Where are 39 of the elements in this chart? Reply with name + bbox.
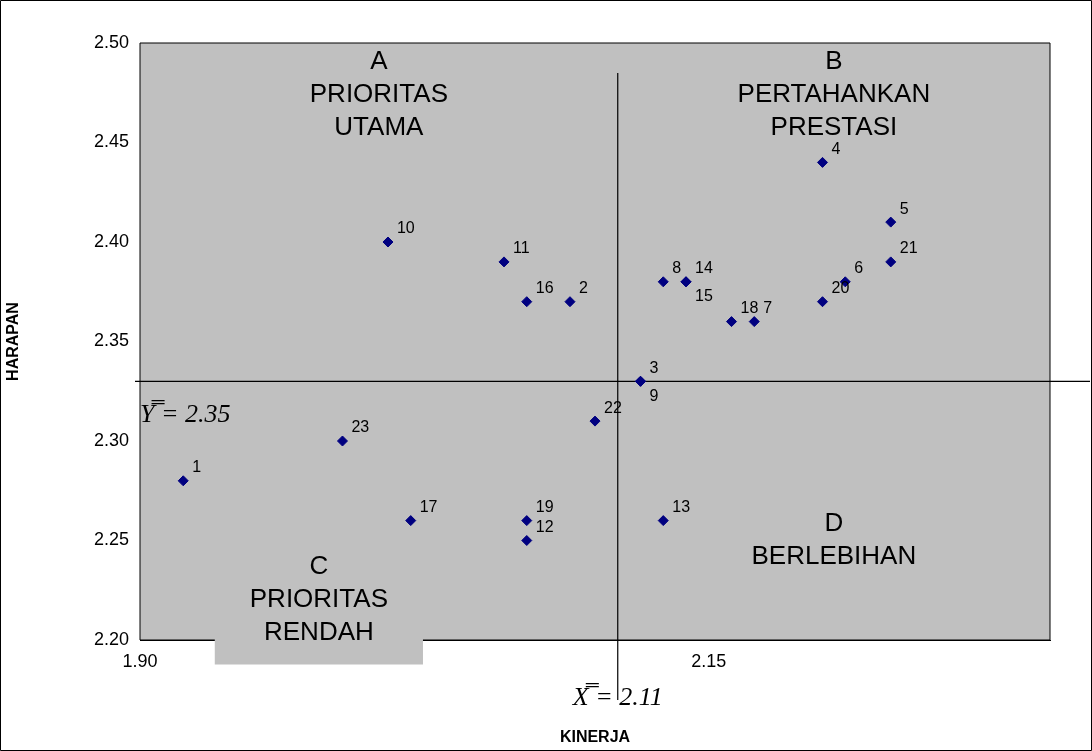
annotation: 3: [649, 358, 659, 376]
annotation: 6: [854, 259, 864, 277]
annotation: 7: [763, 299, 773, 317]
annotation: B PERTAHANKAN PRESTASI: [737, 45, 931, 142]
annotation: 5: [899, 199, 909, 217]
annotation: 15: [695, 287, 713, 305]
y-tick-label: 2.20: [93, 628, 129, 649]
annotation: 9: [649, 386, 659, 404]
y-tick-label: 2.35: [93, 330, 129, 351]
x-axis-title: KINERJA: [559, 727, 631, 745]
text: X̿ = 2.11: [571, 681, 663, 711]
annotation: 23: [351, 418, 370, 436]
annotation: 18: [740, 299, 759, 317]
y-tick-label: 2.40: [93, 230, 129, 251]
annotation: 13: [672, 498, 691, 516]
annotation: 12: [535, 517, 554, 535]
annotation: A PRIORITAS UTAMA: [309, 45, 448, 142]
annotation: 19: [535, 498, 554, 516]
annotation: 14: [695, 259, 713, 277]
y-tick-label: 2.30: [93, 429, 129, 450]
annotation: 4: [831, 139, 841, 157]
y-tick-label: 2.45: [93, 131, 129, 152]
annotation: Y̿ = 2.35: [140, 399, 231, 429]
annotation: 16: [535, 279, 554, 297]
annotation: 1: [192, 458, 202, 476]
annotation: 10: [396, 219, 415, 237]
x-tick-label: 1.90: [122, 650, 158, 671]
annotation: D BERLEBIHAN: [751, 506, 917, 570]
y-tick-label: 2.25: [93, 529, 129, 550]
x-tick-label: 2.15: [691, 650, 727, 671]
annotation: C PRIORITAS RENDAH: [249, 550, 388, 647]
y-axis-title: HARAPAN: [4, 302, 22, 381]
annotation: 20: [831, 279, 850, 297]
annotation: 21: [899, 239, 918, 257]
annotation: 17: [419, 498, 438, 516]
annotation: 11: [513, 239, 530, 257]
annotation: 2: [578, 279, 588, 297]
y-tick-label: 2.50: [93, 31, 129, 52]
annotation: 8: [672, 259, 682, 277]
